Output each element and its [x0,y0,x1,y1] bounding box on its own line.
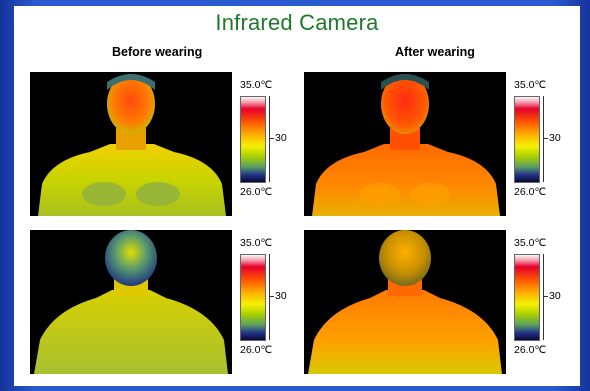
scale-mid-label: 30 [275,290,287,302]
color-scale-bar [514,254,540,341]
scale-axis [543,96,544,182]
scale-mid-label: 30 [549,132,561,144]
thermal-image-front-before [30,72,232,216]
thermal-image-back-after [304,230,506,374]
scale-mid-tick [269,138,274,139]
temperature-scale-front-before: 35.0℃ 30 26.0℃ [236,76,296,206]
scale-mid-label: 30 [549,290,561,302]
scale-axis [543,254,544,340]
scale-mid-tick [269,296,274,297]
temperature-scale-front-after: 35.0℃ 30 26.0℃ [510,76,570,206]
scale-axis [269,96,270,182]
scale-min-label: 26.0℃ [514,344,547,356]
thermal-image-back-before [30,230,232,374]
scale-max-label: 35.0℃ [240,79,273,91]
temperature-scale-back-before: 35.0℃ 30 26.0℃ [236,234,296,364]
scale-axis [269,254,270,340]
slide-title: Infrared Camera [215,10,379,35]
scale-min-label: 26.0℃ [514,186,547,198]
before-wearing-label: Before wearing [112,45,203,59]
slide: Infrared Camera Before wearing After wea… [14,6,580,386]
scale-max-label: 35.0℃ [514,79,547,91]
scale-max-label: 35.0℃ [240,237,273,249]
thermal-image-front-after [304,72,506,216]
after-wearing-label: After wearing [395,45,475,59]
color-scale-bar [514,96,540,183]
scale-max-label: 35.0℃ [514,237,547,249]
scale-mid-label: 30 [275,132,287,144]
scale-min-label: 26.0℃ [240,344,273,356]
temperature-scale-back-after: 35.0℃ 30 26.0℃ [510,234,570,364]
scale-mid-tick [543,296,548,297]
scale-mid-tick [543,138,548,139]
color-scale-bar [240,96,266,183]
scale-min-label: 26.0℃ [240,186,273,198]
color-scale-bar [240,254,266,341]
